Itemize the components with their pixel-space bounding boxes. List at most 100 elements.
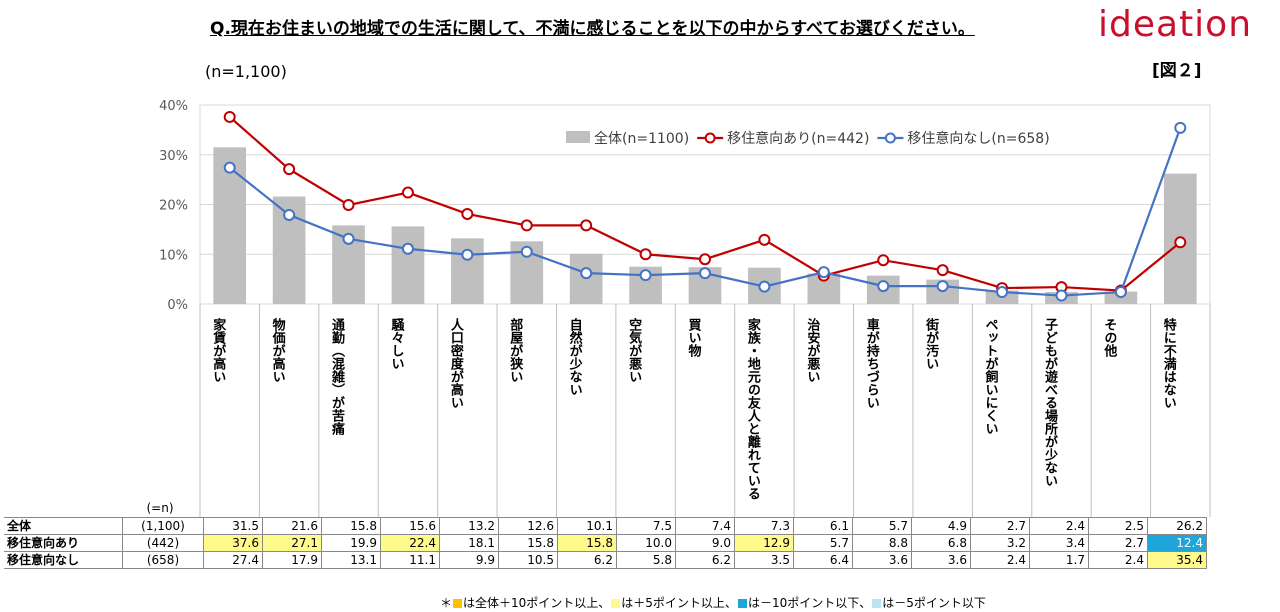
legend-label: 全体(n=1100) — [594, 130, 689, 147]
table-cell: 37.6 — [203, 534, 263, 552]
category-label: 家族・地元の友人と離れている — [745, 317, 761, 500]
table-cell: 8.8 — [852, 534, 912, 552]
data-point — [580, 267, 593, 280]
combo-chart: 0% 10% 20% 30% 40% 全体(n=1100) 移住意向あり(n=442) 移住意… — [146, 99, 1211, 517]
table-cell: 22.4 — [380, 534, 440, 552]
data-point — [461, 248, 474, 261]
data-table: 全体 (1,100) 31.5 21.6 15.8 15.6 13.2 12.6 10.1 7.5… — [4, 517, 1207, 569]
table-cell: 13.1 — [321, 551, 381, 569]
table-n-header: (=n) — [146, 501, 173, 515]
row-n: (1,100) — [122, 517, 204, 535]
footnote-text: は－5ポイント以下 — [882, 596, 986, 610]
category-label: 買い物 — [686, 318, 702, 358]
table-cell: 12.6 — [498, 517, 558, 535]
table-cell: 27.4 — [203, 551, 263, 569]
table-cell: 27.1 — [262, 534, 322, 552]
data-point — [223, 161, 236, 174]
chart-title: Q.現在お住まいの地域での生活に関して、不満に感じることを以下の中からすべてお選… — [210, 19, 975, 39]
data-point — [936, 264, 949, 277]
data-point — [580, 219, 593, 232]
table-row: 移住意向なし (658) 27.4 17.9 13.1 11.1 9.9 10.5 6.2 5.8… — [4, 551, 1207, 569]
table-cell: 5.7 — [852, 517, 912, 535]
data-point — [758, 280, 771, 293]
category-label: その他 — [1101, 318, 1118, 358]
table-cell: 26.2 — [1147, 517, 1207, 535]
table-cell: 2.7 — [1088, 534, 1148, 552]
table-cell: 15.8 — [321, 517, 381, 535]
table-cell: 10.0 — [616, 534, 676, 552]
row-label: 移住意向なし — [4, 551, 123, 569]
data-point — [639, 248, 652, 261]
category-label: 物価が高い — [270, 317, 287, 383]
table-cell: 10.5 — [498, 551, 558, 569]
table-cell: 3.4 — [1029, 534, 1089, 552]
legend-swatch — [566, 131, 590, 143]
footnote-swatch — [872, 599, 882, 608]
data-point — [817, 266, 830, 279]
table-cell: 15.6 — [380, 517, 440, 535]
bar — [391, 226, 425, 304]
data-point — [342, 198, 355, 211]
data-point — [283, 163, 296, 176]
data-point — [758, 233, 771, 246]
table-cell: 35.4 — [1147, 551, 1207, 569]
table-cell: 2.4 — [970, 551, 1030, 569]
table-cell: 9.0 — [675, 534, 735, 552]
data-point — [401, 186, 414, 199]
table-cell: 6.8 — [911, 534, 971, 552]
data-point — [1174, 236, 1187, 249]
table-cell: 2.7 — [970, 517, 1030, 535]
table-row: 移住意向あり (442) 37.6 27.1 19.9 22.4 18.1 15.8 15.8 1… — [4, 534, 1207, 552]
row-n: (658) — [122, 551, 204, 569]
footnote-swatch — [737, 599, 747, 608]
table-cell: 4.9 — [911, 517, 971, 535]
table-cell: 9.9 — [439, 551, 499, 569]
data-point — [283, 208, 296, 221]
table-cell: 6.2 — [675, 551, 735, 569]
footnote: ＊ は全体＋10ポイント以上、 は＋5ポイント以上、 は－10ポイント以下、 は－5ポイ… — [440, 594, 986, 611]
table-cell: 5.7 — [793, 534, 853, 552]
category-label: 自然が少ない — [567, 317, 584, 396]
category-label: 騒々しい — [388, 318, 405, 370]
table-cell: 7.3 — [734, 517, 794, 535]
table-cell: 18.1 — [439, 534, 499, 552]
legend-swatch — [704, 132, 716, 144]
table-cell: 2.4 — [1088, 551, 1148, 569]
table-cell: 3.5 — [734, 551, 794, 569]
table-cell: 1.7 — [1029, 551, 1089, 569]
table-cell: 19.9 — [321, 534, 381, 552]
category-label: 車が持ちづらい — [864, 317, 880, 409]
legend-label: 移住意向なし(n=658) — [907, 130, 1049, 147]
sample-size-label: (n=1,100) — [205, 62, 287, 81]
table-cell: 15.8 — [557, 534, 617, 552]
data-point — [223, 110, 236, 123]
table-cell: 31.5 — [203, 517, 263, 535]
legend-label: 移住意向あり(n=442) — [727, 130, 869, 147]
data-point — [461, 207, 474, 220]
y-tick-label: 10% — [159, 248, 188, 263]
table-cell: 11.1 — [380, 551, 440, 569]
table-cell: 12.4 — [1147, 534, 1207, 552]
data-point — [520, 219, 533, 232]
category-label: 家賃が高い — [210, 317, 227, 383]
table-cell: 7.4 — [675, 517, 735, 535]
data-point — [996, 286, 1009, 299]
table-cell: 2.5 — [1088, 517, 1148, 535]
row-n: (442) — [122, 534, 204, 552]
table-cell: 12.9 — [734, 534, 794, 552]
table-cell: 3.2 — [970, 534, 1030, 552]
legend-swatch — [884, 132, 896, 144]
table-cell: 5.8 — [616, 551, 676, 569]
figure-label: [図２] — [1152, 61, 1202, 81]
data-point — [520, 245, 533, 258]
data-point — [1055, 289, 1068, 302]
footnote-text: は＋5ポイント以上、 — [621, 596, 737, 610]
footnote-swatch — [611, 599, 621, 608]
category-label: 治安が悪い — [804, 317, 820, 383]
row-label: 全体 — [4, 517, 123, 535]
category-label: 部屋が狭い — [507, 317, 524, 383]
data-point — [877, 280, 890, 293]
data-point — [699, 253, 711, 266]
footnote-star: ＊ — [440, 596, 453, 610]
brand-logo: ideation — [1098, 4, 1253, 45]
